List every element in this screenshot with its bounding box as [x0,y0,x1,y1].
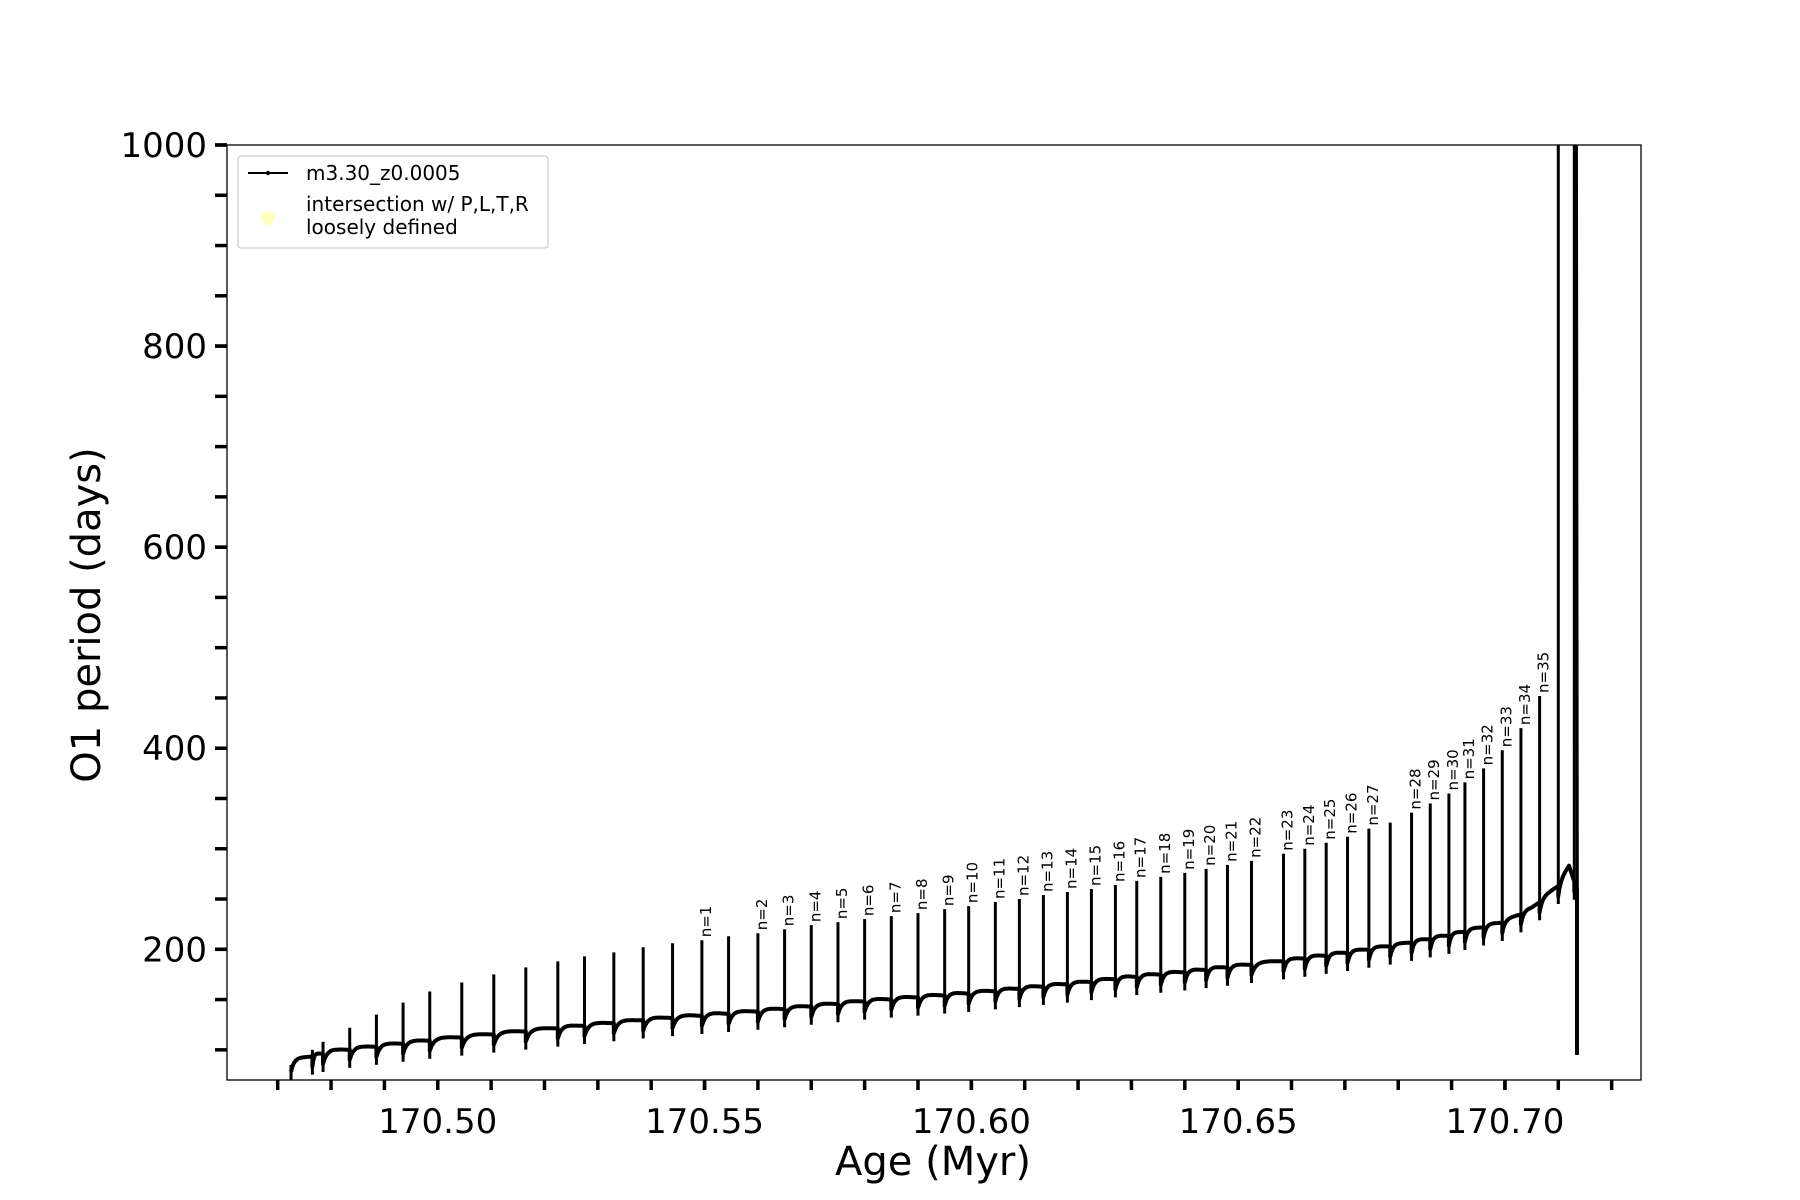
pulse-label: n=20 [1201,825,1219,866]
y-tick-label: 200 [142,930,207,970]
pulse-label: n=21 [1222,821,1240,862]
pulse-label: n=27 [1364,784,1382,825]
y-tick-label: 1000 [120,126,207,166]
y-axis-title: O1 period (days) [64,447,110,782]
pulse-label: n=11 [990,858,1008,899]
pulse-label: n=24 [1300,805,1318,846]
pulse-label: n=1 [697,906,715,938]
y-tick-label: 600 [142,528,207,568]
series-layer [289,145,1580,1080]
pulse-label: n=32 [1479,724,1497,765]
x-tick-label: 170.65 [1179,1102,1298,1142]
x-tick-label: 170.55 [645,1102,764,1142]
pulse-label: n=2 [753,899,771,931]
pulse-label: n=19 [1180,829,1198,870]
legend-box [237,155,549,249]
y-tick-label: 800 [142,327,207,367]
x-axis: 170.50 170.55 170.60 170.65 170.70 [275,1080,1614,1142]
pulse-label: n=4 [806,891,824,923]
pulse-label: n=18 [1156,833,1174,874]
pulse-label: n=28 [1407,768,1425,809]
legend-marker-swatch [261,211,275,225]
pulse-label: n=3 [780,895,798,927]
pulse-label: n=17 [1132,837,1150,878]
pulse-label: n=29 [1425,759,1443,800]
pulse-label: n=9 [940,874,958,906]
legend-entry-intersection-line2: loosely defined [306,215,458,239]
legend-line-marker [265,170,271,176]
legend-entry-intersection-line1: intersection w/ P,L,T,R [306,192,529,216]
plot-area [226,144,1642,1081]
final-drop [1574,145,1580,1055]
legend-entry-series: m3.30_z0.0005 [306,161,461,185]
pulse-labels: n=1 n=2 n=3 n=4 n=5 n=6 n=7 n=8 n=9 n=10 n=11 n=12 n… [697,652,1553,937]
pulse-label: n=34 [1516,684,1534,725]
pulse-label: n=22 [1246,817,1264,858]
pulse-label: n=12 [1014,855,1032,896]
pulse-label: n=26 [1343,793,1361,834]
pulse-label: n=15 [1086,845,1104,886]
pulse-label: n=6 [860,885,878,917]
legend: m3.30_z0.0005 intersection w/ P,L,T,R lo… [237,155,549,249]
x-tick-label: 170.50 [378,1102,497,1142]
pulse-label: n=30 [1444,749,1462,790]
x-tick-label: 170.60 [912,1102,1031,1142]
y-tick-label: 400 [142,729,207,769]
y-axis: 200 400 600 800 1000 [120,126,227,1052]
pulse-label: n=25 [1321,799,1339,840]
pulse-label: n=13 [1038,851,1056,892]
x-axis-title: Age (Myr) [835,1139,1031,1185]
pulse-label: n=10 [964,862,982,903]
pulse-label: n=31 [1460,738,1478,779]
pulse-label: n=14 [1062,848,1080,889]
x-tick-label: 170.70 [1445,1102,1564,1142]
pulse-label: n=5 [833,888,851,920]
pulse-label: n=23 [1278,810,1296,851]
pulse-label: n=33 [1497,706,1515,747]
pulse-label: n=7 [886,881,904,913]
pulse-label: n=8 [913,878,931,910]
pulse-label: n=35 [1535,652,1553,693]
pulse-label: n=16 [1110,841,1128,882]
